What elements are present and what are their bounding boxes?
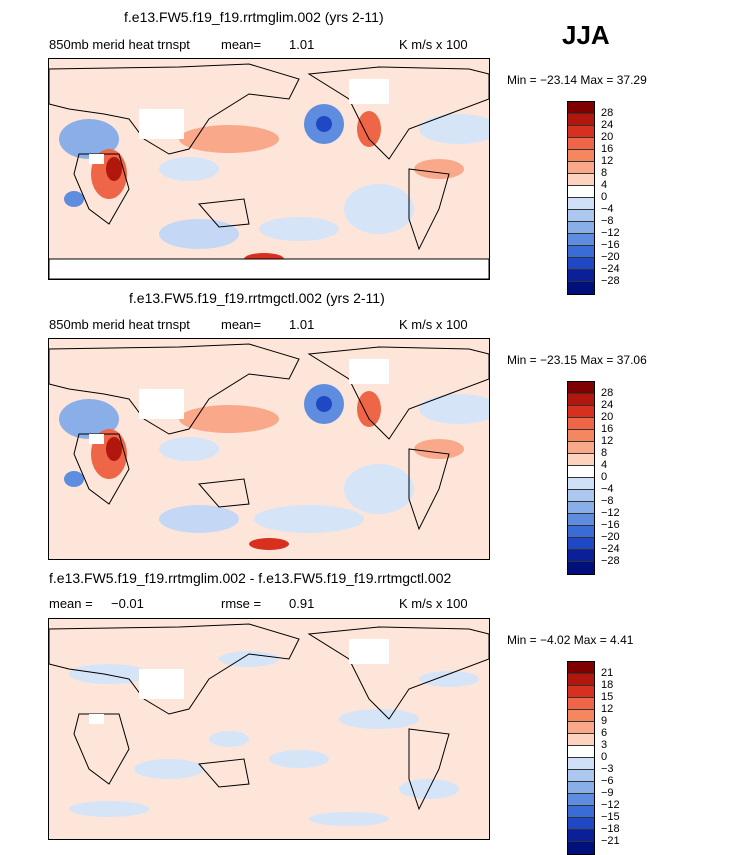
tick: −20 <box>601 531 620 543</box>
panel2-units: K m/s x 100 <box>399 317 468 332</box>
panel2-title: f.e13.FW5.f19_f19.rrtmgctl.002 (yrs 2-11… <box>129 290 385 306</box>
tick: 0 <box>601 471 608 483</box>
tick: −28 <box>601 555 620 567</box>
season-label: JJA <box>562 20 610 50</box>
tick: 20 <box>601 411 614 423</box>
panel3-rmse-value: 0.91 <box>289 596 315 611</box>
panel2-map <box>48 338 490 560</box>
tick: −24 <box>601 543 620 555</box>
panel1-mean-value: 1.01 <box>289 37 315 52</box>
tick: −9 <box>601 787 614 799</box>
tick: −12 <box>601 507 620 519</box>
panel1-colorbar-ticks: 28 24 20 16 12 8 4 0 −4 −8 −12 −16 −20 −… <box>601 107 620 287</box>
tick: −24 <box>601 263 620 275</box>
tick: −3 <box>601 763 614 775</box>
panel2-minmax: Min = −23.15 Max = 37.06 <box>507 353 647 367</box>
panel1-minmax: Min = −23.14 Max = 37.29 <box>507 73 647 87</box>
tick: −8 <box>601 215 614 227</box>
panel3-colorbar-ticks: 21 18 15 12 9 6 3 0 −3 −6 −9 −12 −15 −18… <box>601 667 620 847</box>
tick: 8 <box>601 167 608 179</box>
tick: 20 <box>601 131 614 143</box>
panel2-mean-value: 1.01 <box>289 317 315 332</box>
panel3-mean-value: −0.01 <box>111 596 144 611</box>
panel2-map-plot <box>49 339 489 559</box>
tick: −4 <box>601 203 614 215</box>
panel3-units: K m/s x 100 <box>399 596 468 611</box>
tick: −12 <box>601 227 620 239</box>
tick: 15 <box>601 691 614 703</box>
panel2-field-label: 850mb merid heat trnspt <box>49 317 190 332</box>
tick: −16 <box>601 519 620 531</box>
panel1-title: f.e13.FW5.f19_f19.rrtmglim.002 (yrs 2-11… <box>124 9 384 25</box>
panel1-map-plot <box>49 59 489 279</box>
panel3-map-plot <box>49 619 489 839</box>
panel3-minmax: Min = −4.02 Max = 4.41 <box>507 633 634 647</box>
tick: −28 <box>601 275 620 287</box>
tick: 12 <box>601 435 614 447</box>
panel3-title: f.e13.FW5.f19_f19.rrtmglim.002 - f.e13.F… <box>49 570 452 586</box>
tick: 28 <box>601 387 614 399</box>
panel3-colorbar <box>567 661 595 855</box>
tick: 4 <box>601 179 608 191</box>
tick: −15 <box>601 811 620 823</box>
panel2-colorbar-ticks: 28 24 20 16 12 8 4 0 −4 −8 −12 −16 −20 −… <box>601 387 620 567</box>
tick: 24 <box>601 119 614 131</box>
tick: 16 <box>601 143 614 155</box>
tick: 0 <box>601 751 608 763</box>
panel2-mean-label: mean= <box>221 317 262 332</box>
tick: 18 <box>601 679 614 691</box>
tick: 0 <box>601 191 608 203</box>
panel3-rmse-label: rmse = <box>221 596 262 611</box>
tick: 6 <box>601 727 608 739</box>
tick: −16 <box>601 239 620 251</box>
tick: 12 <box>601 703 614 715</box>
tick: −8 <box>601 495 614 507</box>
tick: 8 <box>601 447 608 459</box>
tick: 12 <box>601 155 614 167</box>
panel3-map <box>48 618 490 840</box>
tick: 21 <box>601 667 614 679</box>
tick: −18 <box>601 823 620 835</box>
panel2-colorbar <box>567 381 595 575</box>
tick: −12 <box>601 799 620 811</box>
tick: −21 <box>601 835 620 847</box>
tick: −4 <box>601 483 614 495</box>
panel1-mean-label: mean= <box>221 37 262 52</box>
tick: 9 <box>601 715 608 727</box>
panel3-mean-label: mean = <box>49 596 93 611</box>
panel1-map <box>48 58 490 280</box>
tick: −20 <box>601 251 620 263</box>
panel1-field-label: 850mb merid heat trnspt <box>49 37 190 52</box>
tick: 24 <box>601 399 614 411</box>
panel1-colorbar <box>567 101 595 295</box>
panel1-units: K m/s x 100 <box>399 37 468 52</box>
tick: 3 <box>601 739 608 751</box>
tick: −6 <box>601 775 614 787</box>
tick: 16 <box>601 423 614 435</box>
tick: 28 <box>601 107 614 119</box>
tick: 4 <box>601 459 608 471</box>
